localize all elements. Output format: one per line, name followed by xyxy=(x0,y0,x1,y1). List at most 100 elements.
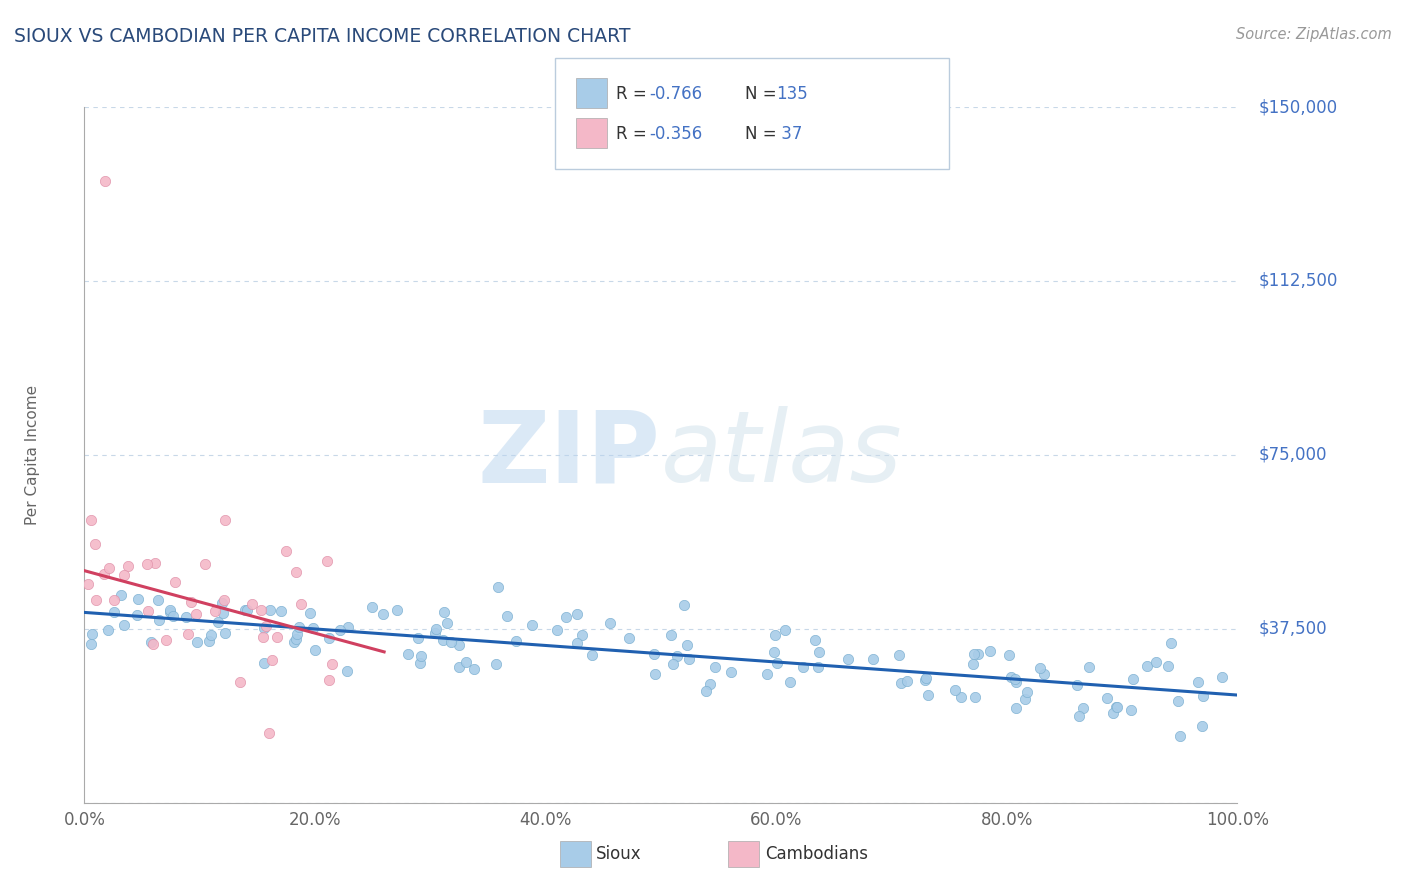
Point xyxy=(676,638,699,652)
Point xyxy=(890,675,912,690)
Point xyxy=(321,657,343,672)
Point xyxy=(315,554,337,568)
Point xyxy=(522,618,544,632)
Point xyxy=(240,597,263,611)
Point xyxy=(1107,700,1129,714)
Point xyxy=(396,647,419,661)
Point xyxy=(177,627,200,641)
Point xyxy=(112,568,135,582)
Text: R =: R = xyxy=(616,85,652,103)
Point xyxy=(97,623,120,637)
Point xyxy=(672,598,695,612)
Point xyxy=(963,690,986,705)
Point xyxy=(773,623,796,637)
Text: $75,000: $75,000 xyxy=(1258,446,1327,464)
Point xyxy=(233,603,256,617)
Point xyxy=(699,676,721,690)
Point xyxy=(162,608,184,623)
Point xyxy=(1160,636,1182,650)
Point xyxy=(454,656,477,670)
Point xyxy=(83,537,105,551)
Point xyxy=(110,588,132,602)
Point xyxy=(211,606,233,620)
Point xyxy=(1122,672,1144,686)
Point xyxy=(425,622,447,636)
Point xyxy=(979,644,1001,658)
Text: $112,500: $112,500 xyxy=(1258,272,1337,290)
Point xyxy=(495,609,517,624)
Point xyxy=(283,635,305,649)
Point xyxy=(142,637,165,651)
Point xyxy=(554,610,576,624)
Text: $150,000: $150,000 xyxy=(1258,98,1337,116)
Point xyxy=(1167,694,1189,708)
Point xyxy=(1033,667,1056,681)
Point xyxy=(371,607,394,622)
Point xyxy=(1014,691,1036,706)
Point xyxy=(914,671,936,685)
Point xyxy=(176,610,198,624)
Point xyxy=(1136,659,1159,673)
Point xyxy=(581,648,603,662)
Point xyxy=(103,593,125,607)
Point xyxy=(1211,670,1233,684)
Point xyxy=(204,604,226,618)
Point xyxy=(411,648,433,663)
Point xyxy=(433,605,456,619)
Point xyxy=(1102,706,1125,721)
Point xyxy=(211,596,233,610)
Point xyxy=(408,632,430,646)
Point xyxy=(214,626,236,640)
Text: 135: 135 xyxy=(776,85,808,103)
Point xyxy=(80,637,103,651)
Point xyxy=(678,651,700,665)
Point xyxy=(945,683,967,698)
Point xyxy=(127,592,149,607)
Point xyxy=(84,593,107,607)
Point xyxy=(259,603,281,617)
Point xyxy=(387,602,409,616)
Point xyxy=(200,628,222,642)
Point xyxy=(194,557,217,571)
Text: -0.356: -0.356 xyxy=(650,125,703,143)
Point xyxy=(159,605,181,619)
Point xyxy=(1029,661,1052,675)
Point xyxy=(659,628,682,642)
Point xyxy=(1000,670,1022,684)
Point xyxy=(253,621,276,635)
Point xyxy=(304,642,326,657)
Point xyxy=(432,632,454,647)
Point xyxy=(98,561,121,575)
Point xyxy=(1144,655,1167,669)
Point xyxy=(360,599,382,614)
Point xyxy=(409,656,432,670)
Point xyxy=(862,652,884,666)
Point xyxy=(720,665,742,680)
Point xyxy=(449,638,471,652)
Point xyxy=(962,647,984,661)
Text: 37: 37 xyxy=(776,125,803,143)
Point xyxy=(1119,703,1142,717)
Text: ZIP: ZIP xyxy=(478,407,661,503)
Point xyxy=(436,615,458,630)
Point xyxy=(1005,675,1028,690)
Point xyxy=(207,615,229,630)
Point xyxy=(302,621,325,635)
Point xyxy=(180,595,202,609)
Point xyxy=(695,684,717,698)
Point xyxy=(77,576,100,591)
Point xyxy=(146,592,169,607)
Point xyxy=(1071,700,1094,714)
Point xyxy=(337,620,360,634)
Text: SIOUX VS CAMBODIAN PER CAPITA INCOME CORRELATION CHART: SIOUX VS CAMBODIAN PER CAPITA INCOME COR… xyxy=(14,27,630,45)
Point xyxy=(254,619,277,633)
Point xyxy=(807,659,830,673)
Point xyxy=(260,653,283,667)
Point xyxy=(914,673,936,688)
Point xyxy=(547,623,569,637)
Point xyxy=(329,624,352,638)
Text: Source: ZipAtlas.com: Source: ZipAtlas.com xyxy=(1236,27,1392,42)
Point xyxy=(253,656,276,670)
Point xyxy=(270,604,292,618)
Point xyxy=(266,631,288,645)
